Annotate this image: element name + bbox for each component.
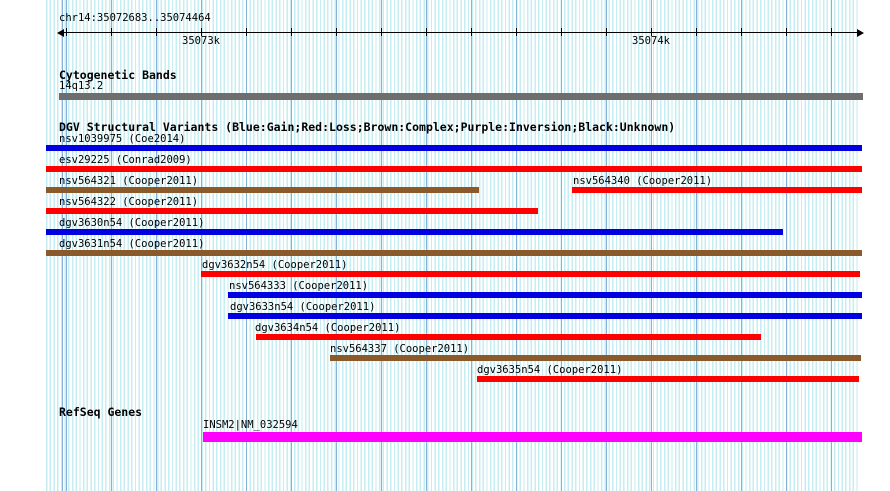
refseq-genes-header: RefSeq Genes bbox=[59, 405, 143, 419]
gene-bar-INSM2[interactable] bbox=[203, 432, 862, 442]
variant-bar-dgv3633n54[interactable] bbox=[228, 313, 862, 319]
variant-label-nsv1039975[interactable]: nsv1039975 (Coe2014) bbox=[59, 133, 186, 145]
region-coordinates-label: chr14:35072683..35074464 bbox=[59, 12, 211, 24]
axis-line bbox=[60, 32, 858, 33]
variant-label-nsv564337[interactable]: nsv564337 (Cooper2011) bbox=[330, 343, 470, 355]
variant-bar-nsv1039975[interactable] bbox=[46, 145, 862, 151]
axis-tick bbox=[561, 28, 562, 36]
variant-label-nsv564321[interactable]: nsv564321 (Cooper2011) bbox=[59, 175, 199, 187]
axis-right-arrow-icon bbox=[857, 28, 864, 37]
axis-tick bbox=[201, 28, 202, 36]
gene-label-INSM2[interactable]: INSM2|NM_032594 bbox=[203, 419, 298, 431]
axis-tick bbox=[381, 28, 382, 36]
variant-label-dgv3634n54[interactable]: dgv3634n54 (Cooper2011) bbox=[255, 322, 401, 334]
cytoband-bar[interactable] bbox=[59, 93, 863, 100]
axis-tick bbox=[696, 28, 697, 36]
variant-bar-dgv3631n54[interactable] bbox=[46, 250, 862, 256]
variant-bar-dgv3632n54[interactable] bbox=[201, 271, 860, 277]
variant-bar-dgv3634n54[interactable] bbox=[256, 334, 761, 340]
axis-tick bbox=[471, 28, 472, 36]
variant-bar-nsv564333[interactable] bbox=[228, 292, 862, 298]
variant-label-esv29225[interactable]: esv29225 (Conrad2009) bbox=[59, 154, 192, 166]
cytoband-label: 14q13.2 bbox=[59, 80, 104, 92]
axis-tick bbox=[291, 28, 292, 36]
variant-label-dgv3632n54[interactable]: dgv3632n54 (Cooper2011) bbox=[202, 259, 348, 271]
axis-tick bbox=[786, 28, 787, 36]
axis-tick bbox=[426, 28, 427, 36]
axis-tick-label: 35073k bbox=[182, 35, 220, 47]
axis-tick bbox=[246, 28, 247, 36]
variant-label-dgv3631n54[interactable]: dgv3631n54 (Cooper2011) bbox=[59, 238, 205, 250]
axis-tick bbox=[336, 28, 337, 36]
axis-tick bbox=[516, 28, 517, 36]
axis-tick-label: 35074k bbox=[632, 35, 670, 47]
variant-label-dgv3630n54[interactable]: dgv3630n54 (Cooper2011) bbox=[59, 217, 205, 229]
position-grid-background bbox=[46, 0, 860, 491]
variant-bar-nsv564340[interactable] bbox=[572, 187, 862, 193]
axis-left-arrow-icon bbox=[57, 28, 64, 37]
axis-tick bbox=[651, 28, 652, 36]
variant-label-nsv564340[interactable]: nsv564340 (Cooper2011) bbox=[573, 175, 713, 187]
variant-label-dgv3633n54[interactable]: dgv3633n54 (Cooper2011) bbox=[230, 301, 376, 313]
axis-tick bbox=[741, 28, 742, 36]
axis-tick bbox=[111, 28, 112, 36]
variant-label-nsv564333[interactable]: nsv564333 (Cooper2011) bbox=[229, 280, 369, 292]
cytogenetic-bands-header: Cytogenetic Bands bbox=[59, 68, 177, 82]
variant-label-nsv564322[interactable]: nsv564322 (Cooper2011) bbox=[59, 196, 199, 208]
dgv-variants-header: DGV Structural Variants (Blue:Gain;Red:L… bbox=[59, 120, 676, 134]
axis-tick bbox=[606, 28, 607, 36]
variant-bar-dgv3635n54[interactable] bbox=[477, 376, 859, 382]
axis-tick bbox=[66, 28, 67, 36]
variant-bar-nsv564337[interactable] bbox=[330, 355, 861, 361]
axis-tick bbox=[831, 28, 832, 36]
axis-tick bbox=[156, 28, 157, 36]
variant-bar-esv29225[interactable] bbox=[46, 166, 862, 172]
variant-label-dgv3635n54[interactable]: dgv3635n54 (Cooper2011) bbox=[477, 364, 623, 376]
variant-bar-nsv564321[interactable] bbox=[46, 187, 479, 193]
variant-bar-nsv564322[interactable] bbox=[46, 208, 538, 214]
variant-bar-dgv3630n54[interactable] bbox=[46, 229, 783, 235]
